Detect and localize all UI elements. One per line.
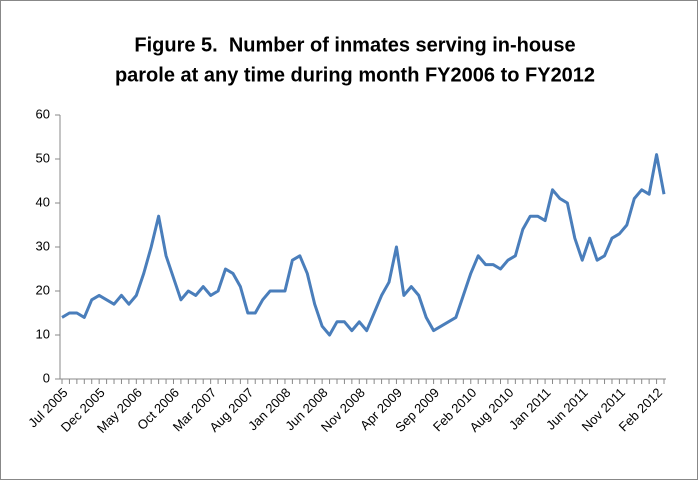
data-line: [61, 153, 666, 337]
y-tick-label: 60: [36, 106, 50, 121]
y-tick-label: 50: [36, 150, 50, 165]
y-tick-label: 40: [36, 194, 50, 209]
y-tick-label: 20: [36, 282, 50, 297]
chart-title: parole at any time during month FY2006 t…: [115, 64, 595, 86]
y-tick-label: 30: [36, 238, 50, 253]
y-tick-label: 10: [36, 326, 50, 341]
y-tick-label: 0: [43, 370, 50, 385]
chart-title: Figure 5. Number of inmates serving in-h…: [134, 34, 575, 56]
